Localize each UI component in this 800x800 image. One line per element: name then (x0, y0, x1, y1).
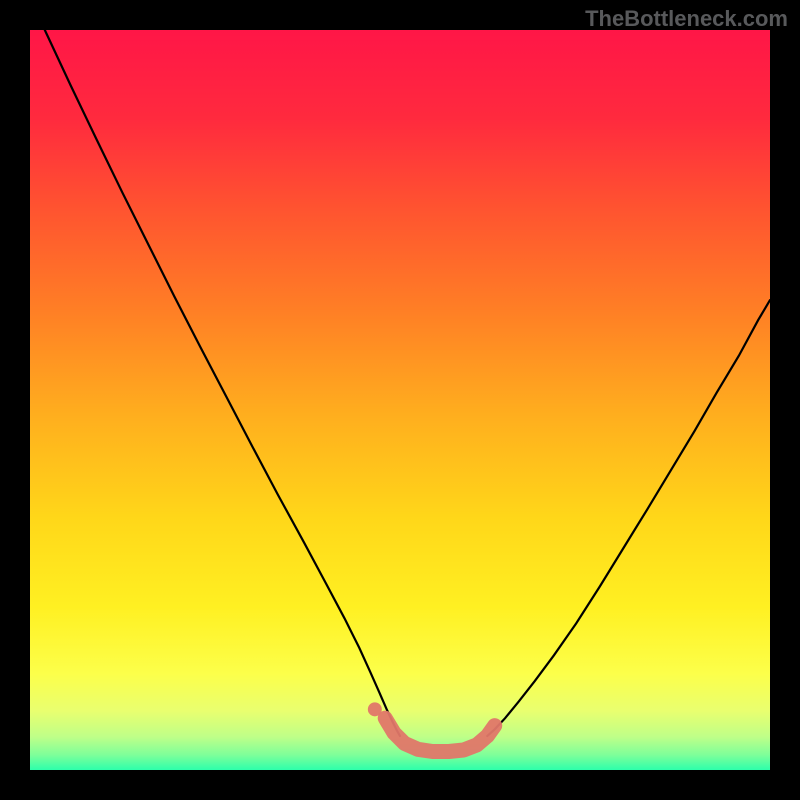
attribution-text: TheBottleneck.com (585, 6, 788, 32)
bottleneck-chart (0, 0, 800, 800)
figure-frame: TheBottleneck.com (0, 0, 800, 800)
gradient-background (30, 30, 770, 770)
marker-dot (368, 702, 382, 716)
